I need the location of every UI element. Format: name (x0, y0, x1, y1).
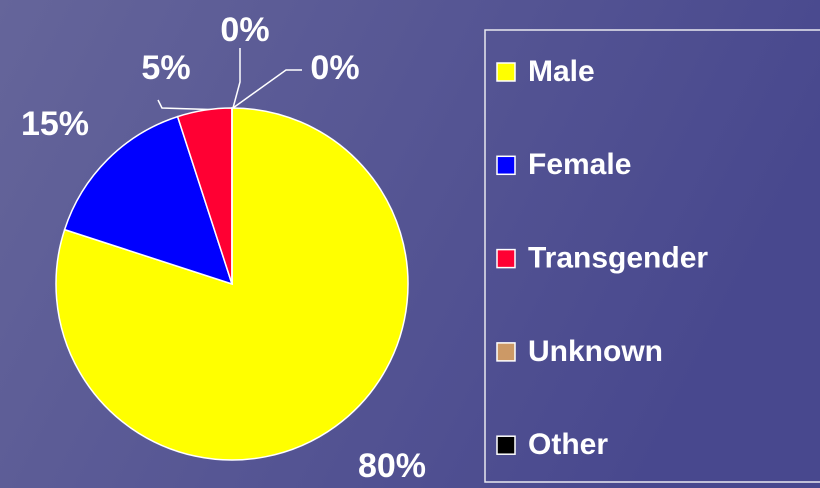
data-label: 80% (358, 447, 426, 485)
pie-slice (63, 115, 234, 286)
leader-line (232, 48, 241, 109)
data-label: 5% (141, 49, 190, 87)
legend-swatch (496, 155, 516, 176)
legend-label: Transgender (528, 242, 708, 275)
legend-label: Other (528, 428, 608, 461)
leader-line (157, 99, 227, 111)
data-label: 15% (21, 105, 89, 143)
pie-slice (55, 107, 409, 461)
legend-swatch (496, 248, 516, 269)
data-label: 0% (220, 11, 269, 49)
legend-label: Female (528, 148, 631, 181)
legend-label: Unknown (528, 335, 663, 368)
legend-label: Male (528, 55, 595, 88)
legend-box (484, 29, 820, 483)
legend-swatch (496, 342, 516, 362)
legend-swatch (496, 62, 516, 82)
legend-swatch (496, 435, 516, 455)
leader-line (232, 69, 302, 109)
data-label: 0% (310, 49, 359, 87)
